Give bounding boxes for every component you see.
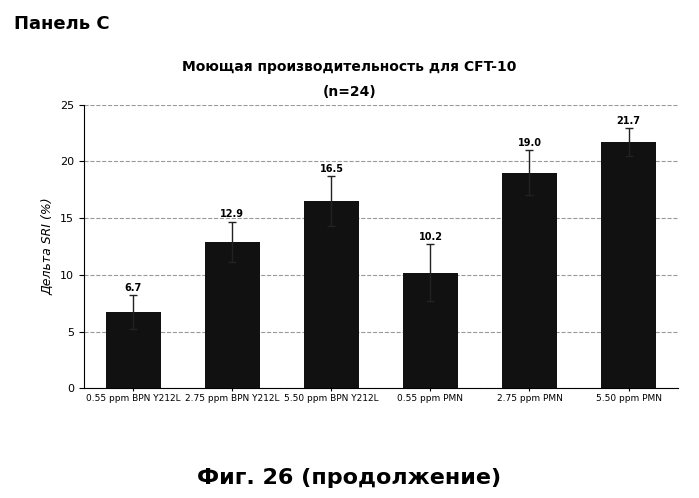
Bar (403, 272, 458, 388)
Text: 12.9: 12.9 (220, 209, 245, 219)
Text: 10.2: 10.2 (419, 232, 442, 242)
Text: 6.7: 6.7 (124, 283, 142, 293)
Text: 21.7: 21.7 (617, 116, 640, 126)
Text: (n=24): (n=24) (323, 85, 376, 99)
Text: Моющая производительность для CFT-10: Моющая производительность для CFT-10 (182, 60, 517, 74)
Text: Панель С: Панель С (14, 15, 110, 33)
Y-axis label: Дельта SRI (%): Дельта SRI (%) (41, 198, 55, 295)
Bar (503, 173, 556, 388)
Text: 16.5: 16.5 (319, 164, 343, 174)
Bar (304, 201, 359, 388)
Text: Фиг. 26 (продолжение): Фиг. 26 (продолжение) (197, 468, 502, 488)
Bar (601, 142, 656, 388)
Bar (206, 242, 259, 388)
Bar (106, 312, 161, 388)
Text: 19.0: 19.0 (517, 138, 542, 148)
